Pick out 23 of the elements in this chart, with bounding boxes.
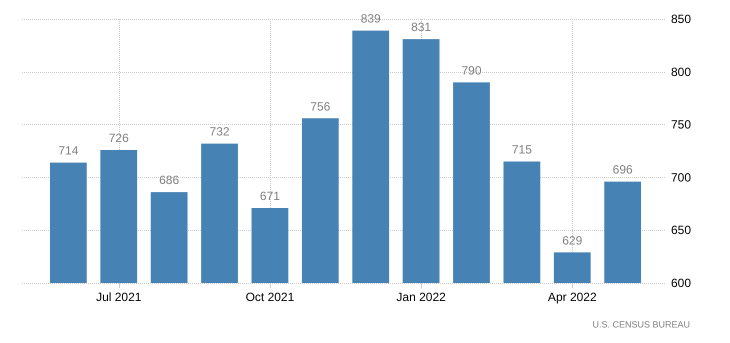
data-label: 790 (461, 63, 482, 78)
y-tick-label: 600 (671, 276, 692, 290)
data-label: 839 (360, 12, 382, 26)
data-label: 714 (58, 144, 79, 158)
y-tick-label: 650 (671, 223, 692, 238)
x-tick-label: Oct 2021 (246, 290, 295, 304)
x-tick-label: Jan 2022 (396, 290, 446, 304)
data-label: 715 (512, 142, 532, 157)
data-label: 686 (159, 173, 180, 188)
data-label: 696 (612, 162, 634, 177)
data-label: 629 (562, 233, 583, 248)
data-label: 671 (260, 189, 280, 204)
x-tick-label: Apr 2022 (548, 290, 597, 304)
y-tick-label: 850 (671, 12, 692, 26)
y-tick-label: 750 (671, 118, 692, 132)
y-tick-label: 800 (671, 64, 692, 79)
x-tick-label: Jul 2021 (96, 290, 142, 304)
data-label: 726 (108, 130, 130, 145)
text: U.S. CENSUS BUREAU (592, 320, 690, 330)
data-label: 831 (411, 20, 432, 34)
y-tick-label: 700 (671, 170, 692, 184)
data-label: 732 (210, 124, 230, 139)
data-label: 756 (310, 99, 331, 114)
